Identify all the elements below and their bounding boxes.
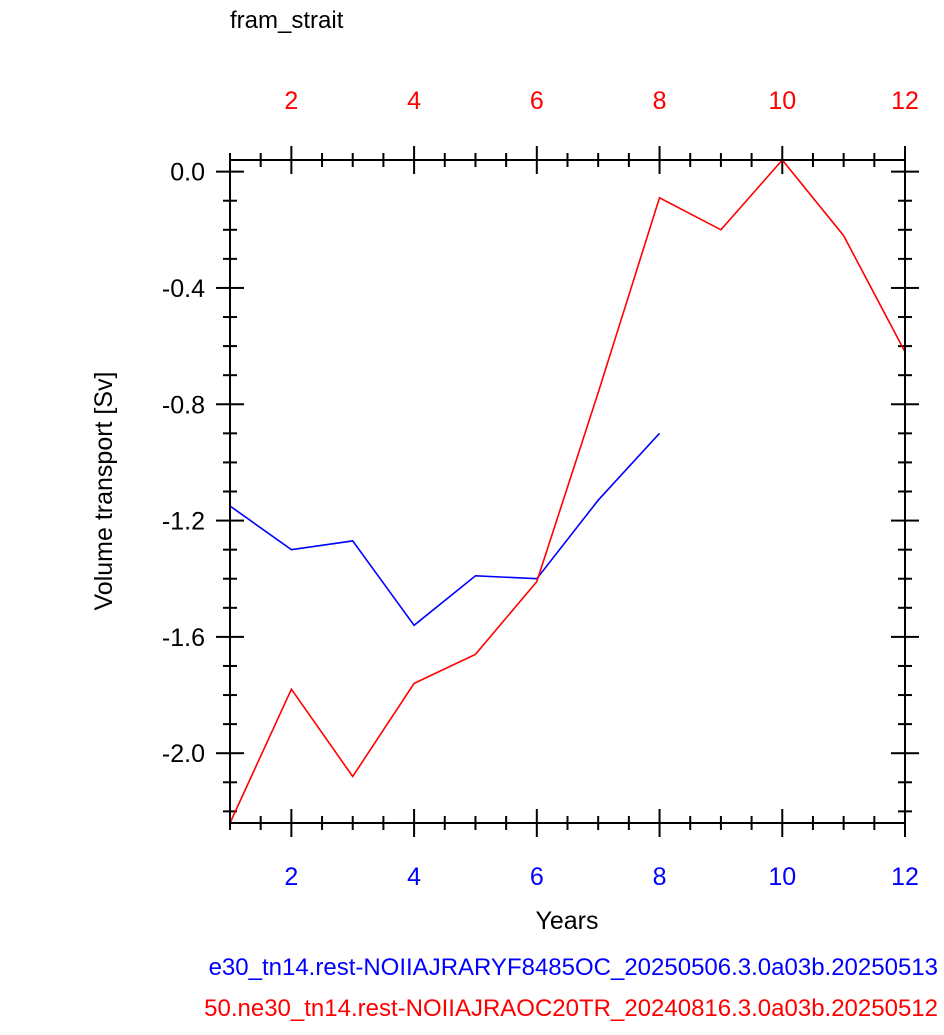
y-tick-label: -1.6 <box>162 624 205 652</box>
series-layer <box>229 158 906 824</box>
y-tick-label: -2.0 <box>162 740 205 768</box>
bottom-tick-label: 4 <box>407 863 421 891</box>
line-chart: fram_strait 2 4 6 8 10 12 2 4 6 8 10 12 0.0 -0.4 -0.… <box>90 7 919 935</box>
bottom-tick-label: 12 <box>891 863 919 891</box>
series-line-blue <box>229 432 661 627</box>
bottom-tick-label: 10 <box>768 863 796 891</box>
top-tick-label: 8 <box>653 87 667 115</box>
top-tick-label: 10 <box>768 87 796 115</box>
chart-title: fram_strait <box>230 7 344 34</box>
y-tick-label: -1.2 <box>162 508 205 536</box>
y-tick-label: -0.8 <box>162 391 205 419</box>
bottom-tick-label: 8 <box>653 863 667 891</box>
y-axis-label: Volume transport [Sv] <box>90 371 118 610</box>
caption-red-run: 50.ne30_tn14.rest-NOIIAJRAOC20TR_2024081… <box>204 995 938 1022</box>
bottom-tick-label: 6 <box>530 863 544 891</box>
left-axis-ticks: 0.0 -0.4 -0.8 -1.2 -1.6 -2.0 <box>162 159 244 813</box>
top-tick-label: 2 <box>284 87 298 115</box>
series-line-red <box>229 158 906 824</box>
right-axis-ticks <box>891 170 919 813</box>
top-tick-label: 12 <box>891 87 919 115</box>
y-tick-label: -0.4 <box>162 275 205 303</box>
top-axis-ticks: 2 4 6 8 10 12 <box>229 87 919 174</box>
x-axis-label: Years <box>535 907 598 935</box>
plot-frame <box>229 159 906 824</box>
top-tick-label: 4 <box>407 87 421 115</box>
bottom-axis-ticks: 2 4 6 8 10 12 <box>229 809 919 891</box>
top-tick-label: 6 <box>530 87 544 115</box>
caption-blue-run: e30_tn14.rest-NOIIAJRARYF8485OC_20250506… <box>208 954 938 981</box>
y-tick-label: 0.0 <box>170 159 205 187</box>
bottom-tick-label: 2 <box>284 863 298 891</box>
